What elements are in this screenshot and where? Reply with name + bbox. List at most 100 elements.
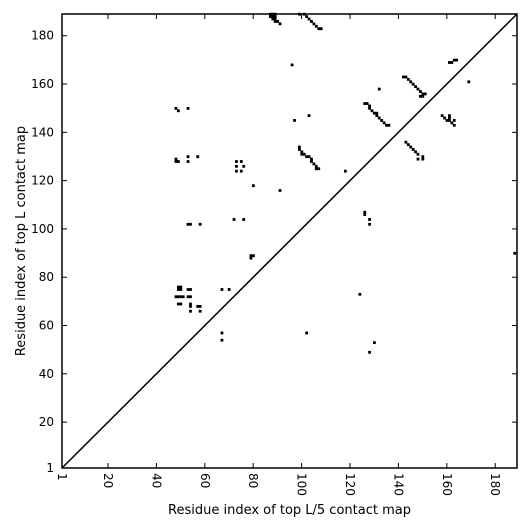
- contact-cell: [227, 288, 231, 291]
- contact-cell: [278, 22, 282, 26]
- contact-cell: [440, 114, 444, 118]
- contact-cell: [418, 90, 422, 93]
- x-tick-label: 160: [440, 473, 454, 496]
- contact-cell: [421, 92, 425, 96]
- contact-cell: [189, 302, 192, 306]
- contact-cell: [314, 167, 318, 171]
- contact-cell: [380, 119, 384, 122]
- contact-cell: [249, 256, 253, 260]
- contact-cell: [186, 106, 190, 110]
- contact-cell: [189, 304, 192, 308]
- contact-cell: [467, 80, 471, 84]
- contact-cell: [186, 222, 190, 226]
- contact-cell: [363, 213, 367, 217]
- contact-cell: [307, 114, 311, 118]
- contact-cell: [179, 295, 183, 299]
- contact-cell: [189, 309, 192, 313]
- contact-cell: [385, 123, 388, 127]
- contact-cell: [375, 114, 379, 118]
- contact-cell: [268, 15, 272, 19]
- contact-cell: [174, 157, 178, 161]
- contact-cell: [317, 167, 321, 171]
- contact-cell: [273, 17, 277, 21]
- contact-cell: [307, 17, 311, 21]
- contact-cell: [368, 350, 371, 354]
- contact-cell: [411, 82, 415, 86]
- contact-cell: [319, 27, 323, 31]
- contact-cell: [297, 145, 301, 149]
- contact-cell: [196, 155, 200, 159]
- contact-cell: [452, 123, 456, 127]
- contact-cell: [312, 22, 316, 26]
- x-tick-label: 100: [295, 473, 309, 496]
- contact-cell: [423, 92, 427, 96]
- contact-cell: [448, 116, 451, 120]
- contact-cell: [310, 160, 313, 163]
- y-axis-label: Residue index of top L contact map: [14, 126, 29, 356]
- contact-cell: [235, 164, 238, 168]
- y-tick-label: 180: [31, 29, 54, 43]
- y-tick-label: 100: [31, 222, 54, 236]
- contact-cell: [452, 58, 456, 62]
- contact-cell: [373, 341, 376, 345]
- contact-cell: [445, 119, 449, 122]
- contact-cell: [455, 58, 459, 62]
- contact-cell: [368, 218, 371, 221]
- contact-cell: [278, 189, 282, 192]
- contact-cell: [273, 20, 277, 23]
- contact-cell: [186, 295, 190, 299]
- contact-cell: [179, 302, 183, 306]
- contact-cell: [251, 254, 255, 258]
- contact-cell: [363, 102, 367, 105]
- contact-cell: [343, 169, 347, 173]
- contact-cell: [310, 157, 313, 161]
- contact-cell: [404, 140, 408, 144]
- contact-cell: [310, 20, 313, 23]
- contact-cell: [421, 157, 425, 161]
- contact-cell: [375, 111, 379, 115]
- contact-cell: [249, 254, 253, 258]
- contact-cell: [251, 184, 255, 188]
- x-tick-label: 20: [101, 473, 115, 488]
- contact-cell: [189, 222, 192, 226]
- contact-cell: [176, 285, 180, 289]
- diagonal-line: [61, 13, 518, 469]
- contact-cell: [189, 288, 192, 291]
- contact-cell: [176, 295, 180, 299]
- x-axis-ticks: 1 20 40 60 80 100 120 140 160 180: [55, 14, 502, 496]
- y-tick-label: 140: [31, 125, 54, 139]
- contact-cell: [176, 160, 180, 163]
- x-tick-label: 1: [55, 473, 69, 481]
- contact-cell: [382, 121, 386, 125]
- contact-cell: [181, 295, 185, 299]
- contact-cell: [409, 145, 413, 149]
- contact-cell: [239, 169, 243, 173]
- plot-frame: [61, 13, 518, 469]
- contact-cell: [302, 152, 306, 156]
- x-tick-label: 180: [488, 473, 502, 496]
- contact-cell: [290, 63, 294, 67]
- x-axis-label: Residue index of top L/5 contact map: [168, 503, 411, 518]
- contact-cell: [271, 17, 275, 21]
- contact-cell: [242, 164, 246, 168]
- contact-cell: [358, 292, 362, 296]
- contact-cell: [186, 160, 190, 163]
- contact-cell: [235, 169, 238, 173]
- contact-cell: [305, 15, 309, 19]
- contact-cell: [271, 15, 275, 19]
- contact-cell: [220, 331, 224, 335]
- contact-cell: [174, 295, 178, 299]
- contact-cell: [239, 160, 243, 163]
- contact-cell: [186, 155, 190, 159]
- contact-cell: [416, 157, 420, 161]
- contact-cell: [276, 20, 280, 23]
- contact-cell: [402, 75, 405, 79]
- contact-cell: [443, 116, 446, 120]
- x-tick-label: 120: [343, 473, 357, 496]
- contact-cell: [174, 106, 178, 110]
- contact-cell: [370, 109, 374, 113]
- contact-cell: [365, 102, 369, 105]
- contact-cell: [317, 27, 321, 31]
- contact-cell: [368, 106, 371, 110]
